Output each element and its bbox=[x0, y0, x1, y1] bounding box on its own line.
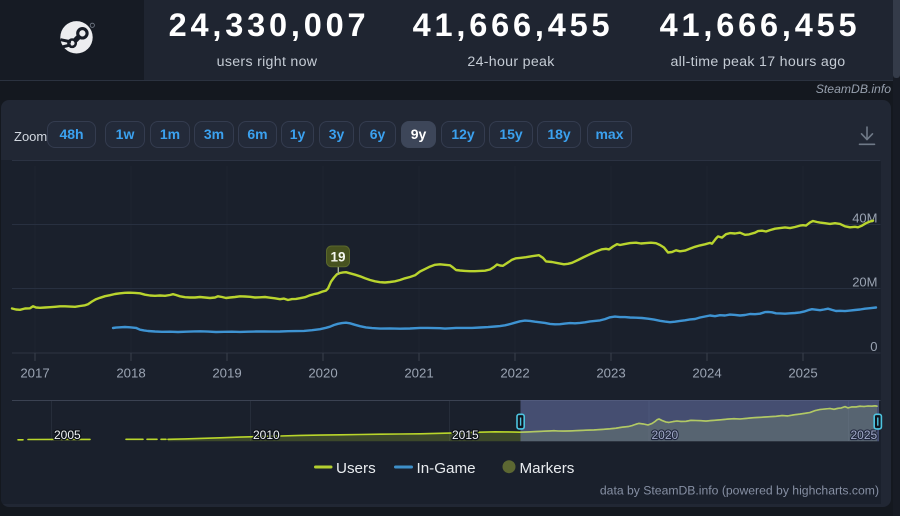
svg-text:2024: 2024 bbox=[692, 366, 721, 381]
svg-text:2023: 2023 bbox=[596, 366, 625, 381]
svg-text:2021: 2021 bbox=[404, 366, 433, 381]
svg-text:In-Game: In-Game bbox=[417, 460, 476, 477]
svg-text:2020: 2020 bbox=[308, 366, 337, 381]
svg-text:2022: 2022 bbox=[500, 366, 529, 381]
svg-text:2025: 2025 bbox=[788, 366, 817, 381]
svg-text:19: 19 bbox=[330, 249, 345, 264]
svg-text:data by SteamDB.info (powered: data by SteamDB.info (powered by highcha… bbox=[600, 484, 879, 498]
svg-text:2025: 2025 bbox=[851, 428, 878, 442]
svg-text:2015: 2015 bbox=[452, 428, 479, 442]
svg-text:2019: 2019 bbox=[212, 366, 241, 381]
svg-text:2010: 2010 bbox=[253, 428, 280, 442]
svg-text:Markers: Markers bbox=[520, 460, 575, 477]
svg-text:0: 0 bbox=[870, 339, 877, 354]
svg-text:2017: 2017 bbox=[20, 366, 49, 381]
svg-text:2018: 2018 bbox=[116, 366, 145, 381]
svg-text:2005: 2005 bbox=[54, 428, 81, 442]
svg-text:Users: Users bbox=[336, 460, 376, 477]
svg-text:2020: 2020 bbox=[652, 428, 679, 442]
svg-text:20M: 20M bbox=[852, 275, 877, 290]
